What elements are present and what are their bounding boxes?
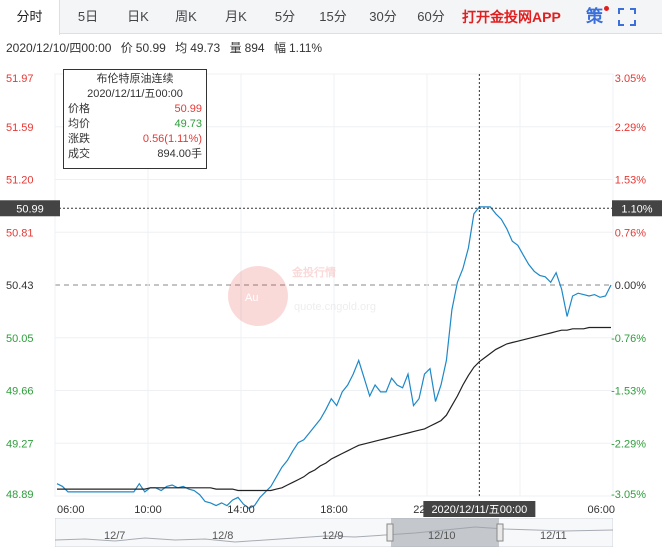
tooltip-row-label: 涨跌 [68,133,90,145]
y-tick-label-pct: 0.76% [615,227,646,239]
tooltip-row-label: 成交 [68,148,90,160]
tab-5min[interactable]: 5分 [274,9,296,24]
strategy-label: 策 [586,7,603,26]
tooltip-date: 2020/12/11/五00:00 [87,88,183,100]
tooltip-row-volume: 成交 894.00手 [68,147,202,162]
tab-monthly-k[interactable]: 月K [225,9,247,24]
tooltip-row-value: 894.00手 [157,148,202,160]
crosshair-time-box [423,501,536,517]
avg-price-line [57,326,611,492]
info-vol: 894 [244,41,265,55]
info-amp-label: 幅 [273,41,286,55]
x-tick-label: 14:00 [227,504,255,516]
tab-daily-k[interactable]: 日K [127,9,149,24]
info-avg-label: 均 [175,41,188,55]
open-app-link[interactable]: 打开金投网APP [462,9,561,25]
watermark-logo-icon [228,266,288,326]
navigator-selected-range[interactable] [391,518,499,547]
watermark-url: quote.cngold.org [294,301,376,313]
navigator-label: 12/7 [104,530,126,542]
navigator-label: 12/8 [212,530,234,542]
crosshair-price-box [0,200,60,217]
strategy-button[interactable]: 策 [586,0,609,34]
x-tick-label: 10:00 [134,504,162,516]
tab-weekly-k[interactable]: 周K [175,9,197,24]
info-avg: 49.73 [190,41,221,55]
tooltip-row-label: 价格 [68,103,90,115]
y-tick-label-pct: 1.53% [615,175,646,187]
y-tick-label-pct: 2.29% [615,122,646,134]
info-price: 50.99 [135,41,166,55]
tooltip-row-label: 均价 [68,118,90,130]
navigator-label: 12/9 [322,530,344,542]
navigator-label: 12/11 [540,530,567,542]
info-amp: 1.11% [288,41,323,55]
tooltip-row-avg: 均价 49.73 [68,117,202,132]
y-tick-label: 50.05 [6,333,34,345]
tab-intraday[interactable]: 分时 [0,0,60,35]
tooltip-title: 布伦特原油连续 [96,73,174,85]
tab-60min[interactable]: 60分 [417,9,445,24]
crosshair-price-label: 50.99 [16,203,44,215]
fullscreen-icon[interactable] [618,8,636,26]
navigator-label: 12/10 [428,530,456,542]
crosshair-time-label: 2020/12/11/五00:00 [431,504,527,516]
navigator-background [55,518,613,547]
y-tick-label-pct: -0.76% [611,333,646,345]
y-tick-label: 48.89 [6,489,34,501]
crosshair: 50.99 1.10% 2020/12/11/五00:00 [0,74,662,517]
y-tick-label: 51.97 [6,73,34,85]
crosshair-pct-label: 1.10% [621,203,652,215]
tooltip-row-value: 0.56(1.11%) [142,133,202,145]
y-tick-label-pct: -1.53% [611,386,646,398]
crosshair-pct-box [612,200,662,217]
x-tick-label: 06:00 [57,504,85,516]
tooltip-row-price: 价格 50.99 [68,102,202,117]
tab-5day[interactable]: 5日 [77,9,99,24]
watermark: Au 金投行情 quote.cngold.org [228,265,376,326]
y-tick-label: 50.81 [6,227,34,239]
y-tick-label-pct: -3.05% [611,489,646,501]
x-tick-label: 18:00 [320,504,348,516]
navigator-left-handle[interactable] [386,523,394,542]
range-navigator[interactable] [55,518,613,547]
tooltip-row-value: 50.99 [174,103,202,115]
y-tick-label: 49.27 [6,438,34,450]
y-tick-label-pct: -2.29% [611,438,646,450]
period-tab-bar: 分时 5日 日K 周K 月K 5分 15分 30分 60分 打开金投网APP 策 [0,0,662,35]
watermark-logo-text: Au [245,292,258,304]
tab-15min[interactable]: 15分 [319,9,347,24]
y-tick-label: 51.20 [6,175,34,187]
y-tick-label: 50.43 [6,280,34,292]
tooltip-row-change: 涨跌 0.56(1.11%) [68,132,202,147]
y-tick-label: 51.59 [6,122,34,134]
info-vol-label: 量 [229,41,242,55]
y-tick-label: 49.66 [6,386,34,398]
navigator-right-handle[interactable] [496,523,504,542]
tab-30min[interactable]: 30分 [369,9,397,24]
tooltip-row-value: 49.73 [174,118,202,130]
y-tick-label-pct: 0.00% [615,280,646,292]
y-tick-label-pct: 3.05% [615,73,646,85]
quote-tooltip: 布伦特原油连续 2020/12/11/五00:00 价格 50.99 均价 49… [63,69,207,169]
notification-dot [604,6,609,11]
watermark-brand: 金投行情 [291,265,336,279]
quote-info-line: 2020/12/10/四00:00 价 50.99 均 49.73 量 894 幅 1.… [6,39,328,56]
info-price-label: 价 [120,41,133,55]
navigator-sparkline [55,526,613,543]
info-datetime: 2020/12/10/四00:00 [6,41,112,55]
x-tick-label: 06:00 [587,504,615,516]
